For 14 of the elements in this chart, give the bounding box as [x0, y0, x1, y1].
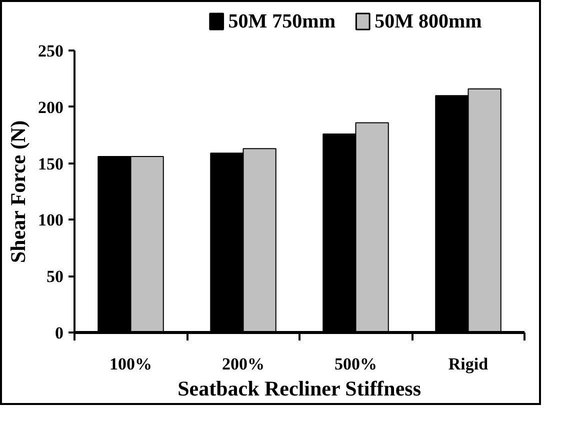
legend-label: 50M 800mm [374, 10, 482, 32]
y-tick-label: 50 [46, 267, 64, 286]
y-tick-label: 150 [38, 154, 64, 174]
x-tick-label: 100% [110, 354, 152, 374]
y-tick-label: 0 [55, 324, 64, 342]
y-tick-label: 250 [38, 42, 64, 60]
x-axis-title: Seatback Recliner Stiffness [178, 376, 422, 400]
y-tick-label: 100 [38, 210, 64, 230]
x-tick-label: Rigid [448, 354, 489, 374]
x-tick-label: 500% [334, 354, 377, 374]
x-tick-label: 200% [222, 354, 264, 374]
y-tick-label: 200 [38, 98, 64, 117]
y-axis-title: Shear Force (N) [6, 120, 30, 264]
legend-label: 50M 750mm [228, 10, 336, 32]
